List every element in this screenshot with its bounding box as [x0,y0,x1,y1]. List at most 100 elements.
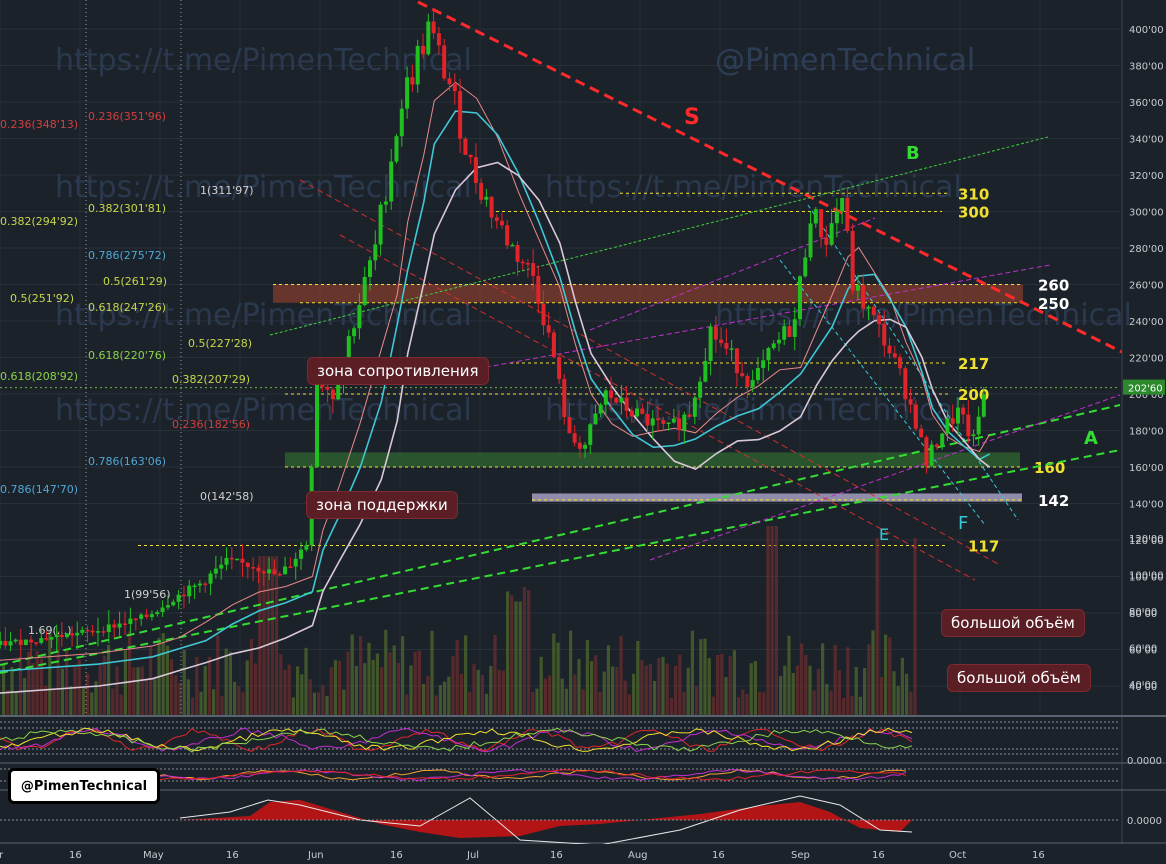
volume-bar [287,664,291,716]
volume-bar [590,661,594,716]
candle-bear [421,45,425,55]
volume-bar [161,633,165,716]
volume-bar [560,678,564,716]
volume-bar [237,686,241,716]
volume-bar [86,673,90,716]
volume-bar [371,659,375,716]
candle-bear [525,263,530,265]
candle-bull [692,397,697,417]
volume-bar [241,692,245,716]
candle-bear [256,567,261,572]
volume-bar [804,654,808,716]
volume-bar [753,661,757,716]
candle-bear [609,390,614,398]
volume-bar [879,676,883,716]
volume-bar [539,656,543,716]
volume-bar [800,643,804,716]
candle-bear [966,414,971,437]
candle-bear [520,261,525,264]
candle-bear [577,442,582,449]
candle-bull [782,326,787,340]
candle-bull [510,244,515,247]
candle-bull [635,408,640,417]
volume-bar [770,526,774,716]
candle-bear [251,567,256,569]
candle-bull [703,360,708,382]
candle-bear [557,357,562,379]
volume-bar [497,669,501,716]
fib-label-mid: 1(311'97) [200,184,254,197]
volume-bar [14,692,18,716]
candle-bear [3,640,8,646]
volume-bar [405,694,409,716]
volume-bar [308,679,312,716]
volume-bar [548,675,552,716]
watermark-text: https://t.me/PimenTechnical [55,298,472,333]
price-axis-tick: 240'00 [1129,317,1164,328]
fib-label-left: 0.5(251'92) [10,292,74,305]
candle-bear [34,642,39,644]
candle-bear [272,569,277,574]
fib-label-left: 0.786(147'70) [0,483,78,496]
fib-label-mid: 1(99'56) [124,588,171,601]
candle-bear [489,196,494,218]
volume-bar [543,678,547,716]
candle-bear [277,573,282,576]
volume-bar [573,674,577,716]
volume-bar [909,691,913,716]
x-axis-tick: 16 [69,850,82,861]
candle-bear [515,244,520,262]
candle-bull [117,623,122,628]
volume-axis-tick: 60'00 [1129,644,1157,655]
channel-purple-1 [469,264,1051,371]
osc1-line [0,727,913,753]
volume-bar [65,650,69,716]
fib-label-left: 1.69(...) [28,624,72,637]
volume-bar [892,671,896,716]
volume-bar [430,630,434,716]
price-axis-tick: 320'00 [1129,171,1164,182]
volume-bar [842,697,846,716]
watermark-text: https://t.me/PimenTechnical [55,170,472,205]
volume-axis-tick: 80'00 [1129,607,1157,618]
fib-label-left: 0.382(294'92) [0,215,78,228]
candle-bull [176,594,181,602]
candle-bear [240,558,245,563]
candle-bull [171,601,176,606]
volume-bar [422,683,426,716]
volume-bar [434,695,438,716]
volume-bar [346,651,350,716]
volume-bar [266,556,270,716]
macd-axis-tick: 0.0000 [1127,816,1162,827]
candle-bear [734,348,739,374]
volume-bar [791,672,795,716]
candle-bull [39,638,44,643]
candle-bear [473,157,478,183]
ma-cyan [0,110,991,672]
volume-bar [602,671,606,716]
volume-bar [359,635,363,716]
volume-bar [342,689,346,716]
price-axis-tick: 220'00 [1129,354,1164,365]
volume-bar [674,665,678,716]
candle-bear [442,45,447,79]
volume-bar [779,676,783,716]
level-label-217: 217 [958,355,989,373]
price-axis-tick: 340'00 [1129,135,1164,146]
volume-bar [724,677,728,716]
volume-bar [774,526,778,716]
fib-label-mid: 0.618(220'76) [88,349,166,362]
candle-bear [567,417,572,434]
candle-bear [919,428,924,438]
candle-bull [940,433,945,448]
volume-bar [707,658,711,716]
candle-bear [677,418,682,430]
volume-bar [678,654,682,716]
volume-bar [703,638,707,716]
volume-bar [888,637,892,716]
x-axis-tick: Jun [307,850,324,861]
candle-bull [766,348,771,361]
candle-bear [463,138,468,155]
candle-bear [325,386,330,390]
